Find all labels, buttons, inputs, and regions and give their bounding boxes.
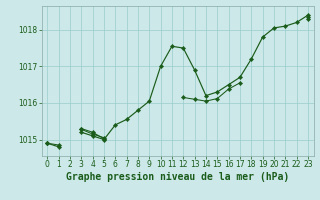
- X-axis label: Graphe pression niveau de la mer (hPa): Graphe pression niveau de la mer (hPa): [66, 172, 289, 182]
